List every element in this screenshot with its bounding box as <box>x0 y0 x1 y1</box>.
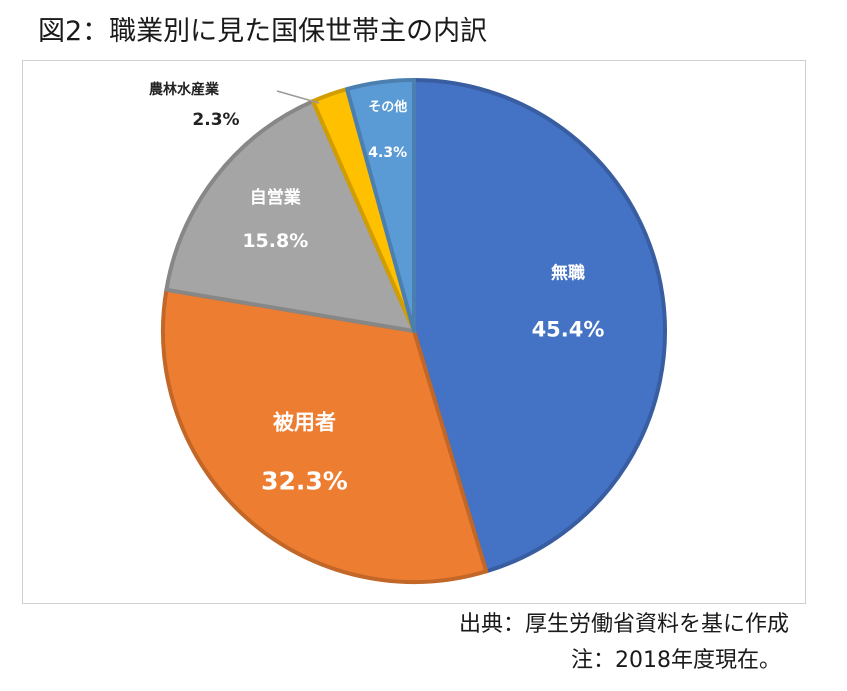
slice-value-label: 15.8% <box>242 230 308 252</box>
slice-value-label: 4.3% <box>368 145 407 161</box>
chart-title: 図2：職業別に見た国保世帯主の内訳 <box>38 16 488 47</box>
pie-chart: 無職 45.4% 被用者 32.3% 自営業 15.8% 農林水産業 2.3% その他 4.3% <box>149 78 667 584</box>
pie-slice-2 <box>161 287 489 584</box>
slice-category-label: 無職 <box>551 262 585 283</box>
source-note: 出典：厚生労働省資料を基に作成 <box>458 612 789 637</box>
chart-area: 無職 45.4% 被用者 32.3% 自営業 15.8% 農林水産業 2.3% その他 4.3% <box>22 60 806 604</box>
slice-category-label: 被用者 <box>273 410 336 434</box>
pie-slice-3 <box>164 99 416 333</box>
leader-line <box>276 90 320 104</box>
pie-slice-1 <box>412 78 667 574</box>
slice-value-label: 32.3% <box>261 466 348 495</box>
slice-category-label: その他 <box>368 99 407 115</box>
slice-value-label: 2.3% <box>192 110 239 130</box>
slice-category-label: 農林水産業 <box>149 81 220 98</box>
pie-slice-5 <box>345 78 416 333</box>
slice-category-label: 自営業 <box>250 187 301 208</box>
date-note: 注：2018年度現在。 <box>571 648 781 673</box>
slice-value-label: 45.4% <box>532 317 605 341</box>
